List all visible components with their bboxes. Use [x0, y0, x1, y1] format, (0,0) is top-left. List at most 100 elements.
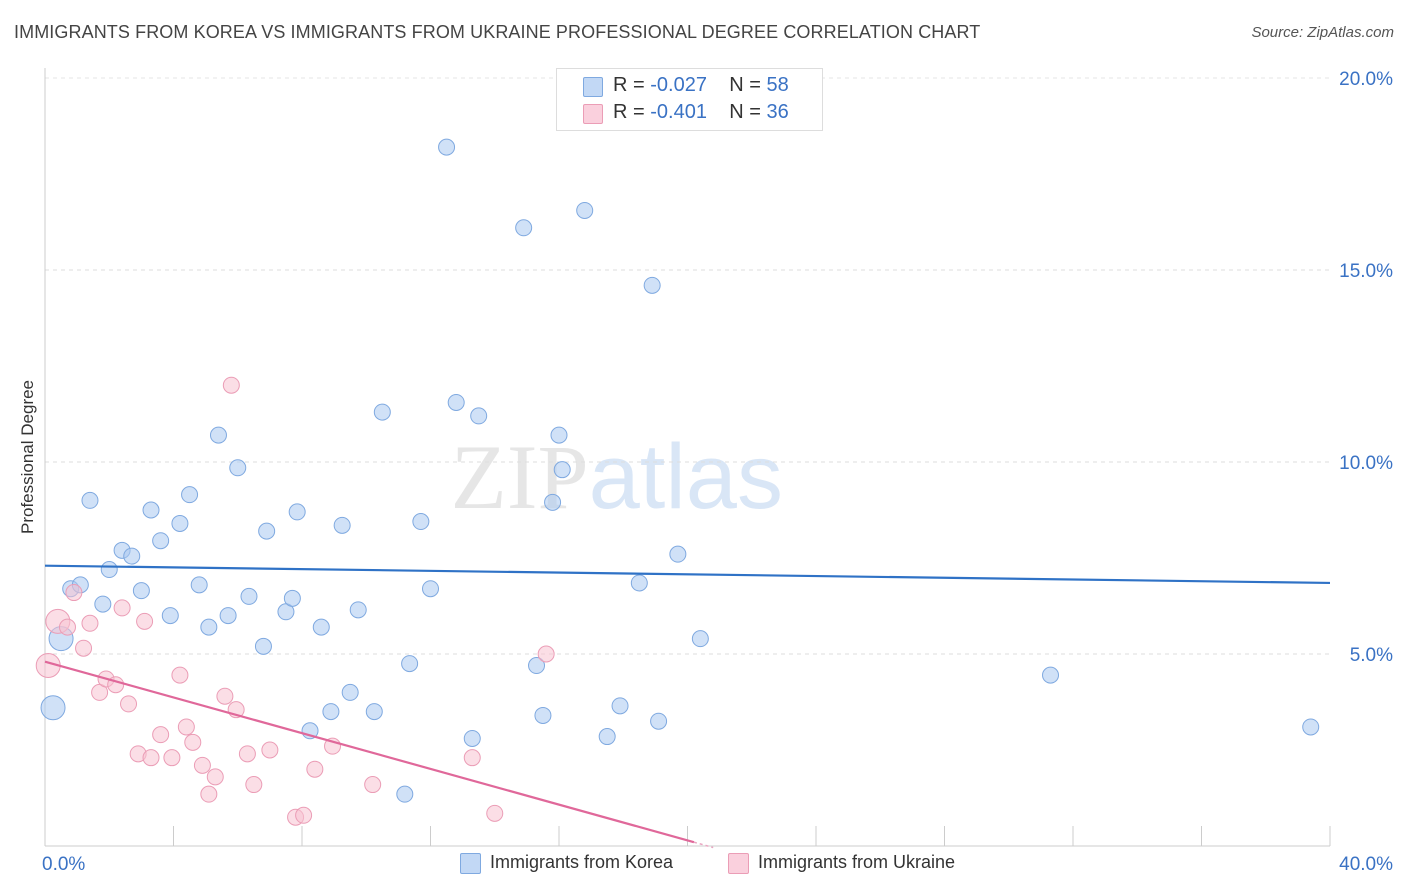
korea-legend-label: Immigrants from Korea — [490, 852, 674, 872]
data-point — [171, 666, 189, 684]
data-point — [120, 695, 138, 713]
data-point — [470, 407, 488, 425]
korea-n-value: 58 — [766, 74, 789, 96]
ukraine-legend-label: Immigrants from Ukraine — [758, 852, 956, 872]
data-point — [598, 728, 616, 746]
data-point — [534, 706, 552, 724]
data-point — [136, 612, 154, 630]
korea-swatch — [583, 77, 603, 97]
data-point — [373, 403, 391, 421]
data-point — [193, 756, 211, 774]
data-point — [81, 491, 99, 509]
data-point — [364, 776, 382, 794]
ukraine-legend-swatch — [728, 853, 749, 874]
data-point — [365, 703, 383, 721]
data-point — [245, 776, 263, 794]
data-point — [691, 630, 709, 648]
data-point — [486, 804, 504, 822]
data-point — [463, 749, 481, 767]
data-point — [412, 513, 430, 531]
korea-r-label: R = — [613, 74, 645, 96]
data-point — [341, 683, 359, 701]
x-tick-label: 0.0% — [42, 854, 85, 875]
chart-source: Source: ZipAtlas.com — [1251, 24, 1394, 41]
data-point — [238, 745, 256, 763]
data-point — [643, 276, 661, 294]
ukraine-n-value: 36 — [766, 101, 789, 123]
data-point — [152, 726, 170, 744]
data-point — [515, 219, 533, 237]
y-tick-label: 15.0% — [1339, 261, 1393, 282]
data-point — [209, 426, 227, 444]
data-point — [142, 749, 160, 767]
data-point — [295, 806, 313, 824]
data-point — [322, 703, 340, 721]
data-point — [240, 587, 258, 605]
watermark-atlas: atlas — [589, 426, 783, 528]
ukraine-r-value: -0.401 — [650, 101, 707, 123]
y-tick-label: 20.0% — [1339, 69, 1393, 90]
data-point — [40, 695, 66, 721]
data-point — [544, 493, 562, 511]
data-point — [58, 618, 76, 636]
data-point — [190, 576, 208, 594]
data-point — [216, 687, 234, 705]
data-point — [611, 697, 629, 715]
data-point — [142, 501, 160, 519]
data-point — [161, 607, 179, 625]
data-point — [261, 741, 279, 759]
data-point — [206, 768, 224, 786]
chart-title: IMMIGRANTS FROM KOREA VS IMMIGRANTS FROM… — [14, 22, 981, 42]
data-point — [283, 589, 301, 607]
data-point — [422, 580, 439, 598]
data-point — [288, 503, 306, 521]
data-point — [65, 584, 83, 602]
data-point — [528, 657, 546, 675]
y-tick-label: 10.0% — [1339, 453, 1393, 474]
data-point — [1042, 666, 1060, 684]
data-point — [200, 618, 218, 636]
data-point — [312, 618, 330, 636]
data-point — [550, 426, 568, 444]
ukraine-r-label: R = — [613, 101, 645, 123]
y-tick-label: 5.0% — [1350, 645, 1393, 666]
data-point — [553, 461, 571, 479]
data-point — [123, 547, 141, 565]
ukraine-trend-line — [44, 660, 695, 844]
data-point — [576, 201, 594, 219]
data-point — [396, 785, 414, 803]
data-point — [219, 607, 237, 625]
data-point — [184, 733, 202, 751]
data-point — [177, 718, 195, 736]
korea-legend-swatch — [460, 853, 481, 874]
stats-legend: R = -0.027 N = 58 R = -0.401 N = 36 — [556, 68, 823, 131]
watermark-zip: ZIP — [451, 426, 589, 528]
x-tick-label: 40.0% — [1339, 854, 1393, 875]
korea-r-value: -0.027 — [650, 74, 707, 96]
data-point — [200, 785, 218, 803]
korea-n-label: N = — [729, 74, 761, 96]
data-point — [163, 749, 181, 767]
data-point — [401, 655, 419, 673]
data-point — [100, 561, 118, 579]
data-point — [75, 639, 93, 657]
data-point — [132, 582, 150, 600]
data-point — [630, 574, 648, 592]
data-point — [222, 376, 240, 394]
data-point — [1302, 718, 1320, 736]
ukraine-trend-extension — [693, 841, 714, 849]
data-point — [650, 712, 668, 730]
data-point — [447, 393, 465, 411]
data-point — [306, 760, 324, 778]
data-point — [463, 729, 481, 747]
data-point — [171, 514, 189, 532]
ukraine-swatch — [583, 104, 603, 124]
data-point — [254, 637, 272, 655]
data-point — [258, 522, 276, 540]
data-point — [537, 645, 555, 663]
data-point — [229, 459, 247, 477]
data-point — [669, 545, 687, 563]
watermark: ZIPatlas — [451, 426, 783, 528]
ukraine-n-label: N = — [729, 101, 761, 123]
